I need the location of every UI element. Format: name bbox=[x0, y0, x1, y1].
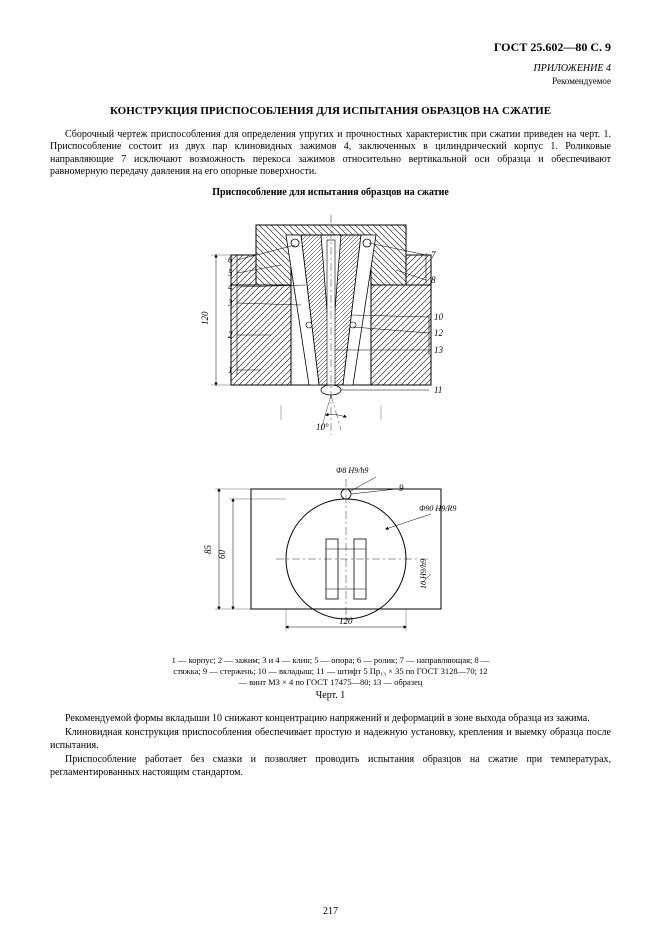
paragraph-c: Приспособление работает без смазки и поз… bbox=[50, 754, 611, 779]
svg-text:4: 4 bbox=[228, 282, 233, 292]
svg-text:120: 120 bbox=[200, 311, 210, 325]
svg-text:10 H9/h9: 10 H9/h9 bbox=[419, 559, 428, 589]
appendix-block: ПРИЛОЖЕНИЕ 4 Рекомендуемое bbox=[50, 63, 611, 87]
paragraph-a: Рекомендуемой формы вкладыши 10 снижают … bbox=[50, 713, 611, 726]
svg-text:85: 85 bbox=[203, 545, 213, 555]
page: ГОСТ 25.602—80 С. 9 ПРИЛОЖЕНИЕ 4 Рекомен… bbox=[0, 0, 661, 936]
intro-paragraph: Сборочный чертеж приспособления для опре… bbox=[50, 129, 611, 179]
doc-code: ГОСТ 25.602—80 С. 9 bbox=[50, 40, 611, 55]
appendix-subtitle: Рекомендуемое bbox=[50, 76, 611, 87]
svg-text:8: 8 bbox=[431, 275, 436, 285]
svg-text:13: 13 bbox=[434, 345, 444, 355]
svg-text:60: 60 bbox=[217, 550, 227, 560]
svg-text:Ф8 H9/h9: Ф8 H9/h9 bbox=[336, 466, 368, 475]
svg-text:5: 5 bbox=[228, 268, 233, 278]
svg-text:Ф90 H9/R9: Ф90 H9/R9 bbox=[419, 504, 456, 513]
svg-text:6: 6 bbox=[228, 255, 233, 265]
svg-text:2: 2 bbox=[228, 330, 233, 340]
svg-text:12: 12 bbox=[434, 328, 444, 338]
svg-text:120: 120 bbox=[339, 616, 353, 626]
section-title: КОНСТРУКЦИЯ ПРИСПОСОБЛЕНИЯ ДЛЯ ИСПЫТАНИЯ… bbox=[50, 105, 611, 119]
figure-legend: 1 — корпус; 2 — зажим; 3 и 4 — клин; 5 —… bbox=[171, 655, 491, 688]
svg-text:7: 7 bbox=[431, 250, 436, 260]
appendix-title: ПРИЛОЖЕНИЕ 4 bbox=[534, 63, 612, 74]
svg-text:11: 11 bbox=[434, 385, 442, 395]
figure-2: 85 60 120 Ф8 H9/h9 9 Ф90 H9/R9 10 H9/h9 bbox=[171, 459, 491, 649]
figure-caption: Приспособление для испытания образцов на… bbox=[50, 187, 611, 200]
svg-text:10°: 10° bbox=[316, 422, 329, 432]
svg-text:10: 10 bbox=[434, 312, 444, 322]
page-number: 217 bbox=[0, 906, 661, 919]
svg-text:9: 9 bbox=[399, 483, 404, 493]
figure-1: 120 6 5 4 3 2 1 7 8 10 12 13 11 bbox=[161, 205, 501, 455]
svg-text:3: 3 bbox=[227, 298, 233, 308]
paragraph-b: Клиновидная конструкция приспособления о… bbox=[50, 727, 611, 752]
svg-text:1: 1 bbox=[228, 365, 233, 375]
figure-label: Черт. 1 bbox=[50, 690, 611, 703]
